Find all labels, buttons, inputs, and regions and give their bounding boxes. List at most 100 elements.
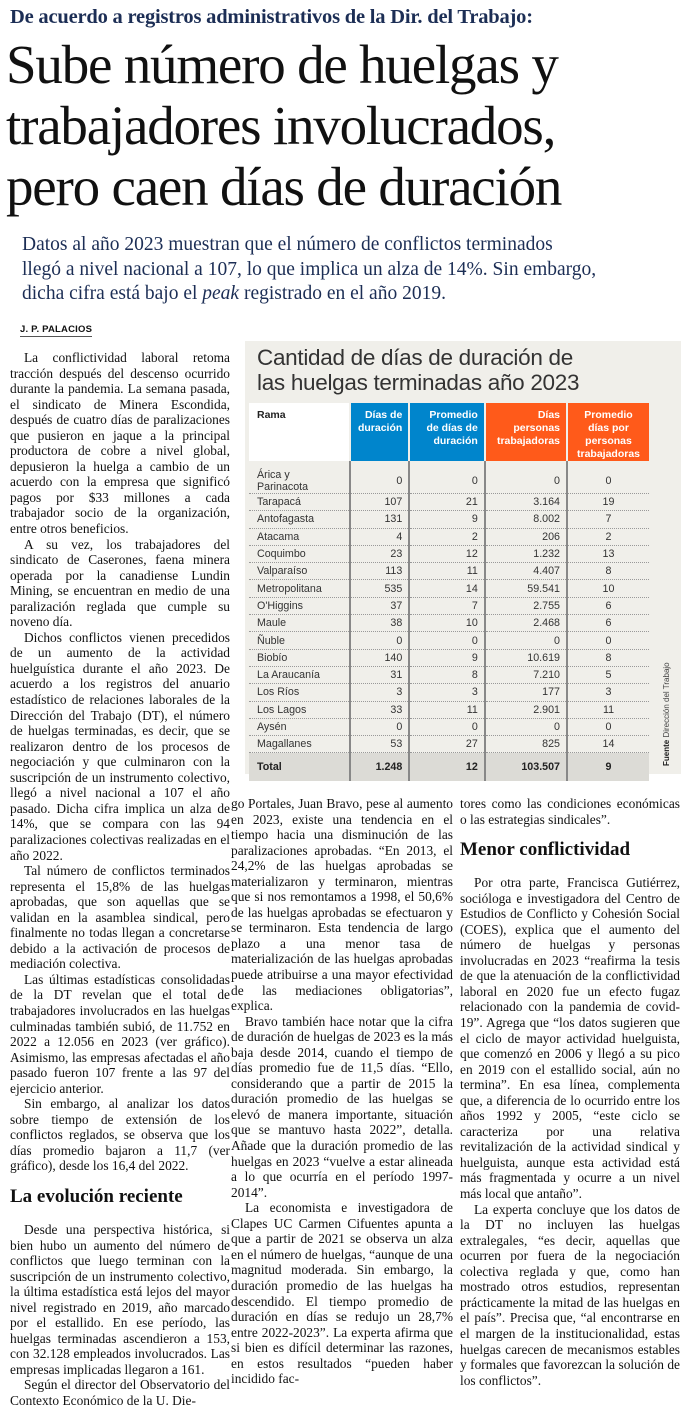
table-cell: 825 <box>483 735 567 754</box>
table-cell: 107 <box>348 493 410 512</box>
table-cell: 3.164 <box>483 493 567 512</box>
table-cell: 7 <box>408 597 485 616</box>
deck-text: registrado en el año 2019. <box>239 283 446 304</box>
table-cell: 12 <box>408 545 485 564</box>
table-cell: 3 <box>566 683 649 702</box>
table-cell: 6 <box>566 614 649 633</box>
table-cell: 103.507 <box>483 752 567 781</box>
table-total-row: Total 1.248 12 103.507 9 <box>249 752 649 781</box>
table-cell: 21 <box>408 493 485 512</box>
table-cell: 38 <box>348 614 410 633</box>
table-row: Biobío 140 9 10.619 8 <box>249 649 649 667</box>
paragraph: tores como las condiciones económicas o … <box>460 796 680 827</box>
table-cell: 19 <box>566 493 649 512</box>
deck: Datos al año 2023 muestran que el número… <box>22 233 677 307</box>
table-cell: 2.755 <box>483 597 567 616</box>
table-cell: 140 <box>348 649 410 667</box>
region-name: Maule <box>249 614 350 633</box>
table-cell: 8 <box>566 562 649 581</box>
source-label: Fuente <box>662 739 671 766</box>
paragraph: La economista e investigadora de Clapes … <box>231 1200 453 1387</box>
table-cell: 206 <box>483 528 567 546</box>
table-cell: 14 <box>566 735 649 754</box>
table-cell: 10 <box>566 579 649 598</box>
article-column-3: tores como las condiciones económicas o … <box>460 796 680 1388</box>
table-row: Maule 38 10 2.468 6 <box>249 614 649 633</box>
column-header: Días personas trabajadoras <box>483 403 567 461</box>
headline-line: trabajadores involucrados, <box>6 95 556 156</box>
table-cell: 0 <box>348 461 410 494</box>
table-row: Atacama 4 2 206 2 <box>249 528 649 546</box>
region-name: La Araucanía <box>249 666 350 685</box>
table-cell: 0 <box>566 718 649 737</box>
infographic-title-line: Cantidad de días de duración de <box>257 345 573 370</box>
table-row: Metropolitana 535 14 59.541 10 <box>249 579 649 598</box>
source-note: Fuente Dirección del Trabajo <box>660 641 672 766</box>
infographic-title: Cantidad de días de duración de las huel… <box>257 345 579 395</box>
table-cell: 0 <box>483 718 567 737</box>
table-cell: 131 <box>348 510 410 529</box>
column-header: Promedio de días de duración <box>408 403 485 461</box>
table-cell: 3 <box>408 683 485 702</box>
table-cell: 2.468 <box>483 614 567 633</box>
region-name: Tarapacá <box>249 493 350 512</box>
table-cell: 59.541 <box>483 579 567 598</box>
table-cell: 14 <box>408 579 485 598</box>
table-cell: 5 <box>566 666 649 685</box>
table-cell: 177 <box>483 683 567 702</box>
table-cell: 8 <box>566 649 649 667</box>
deck-text: dicha cifra está bajo el <box>22 283 203 304</box>
region-name: Aysén <box>249 718 350 737</box>
paragraph: La conflictividad laboral retoma tracció… <box>10 350 230 537</box>
table-row: O'Higgins 37 7 2.755 6 <box>249 597 649 616</box>
table-cell: 0 <box>483 461 567 494</box>
article-column-1: La conflictividad laboral retoma tracció… <box>10 350 230 1409</box>
table-cell: 3 <box>348 683 410 702</box>
table-cell: 31 <box>348 666 410 685</box>
table-cell: 9 <box>566 752 649 781</box>
region-name: Metropolitana <box>249 579 350 598</box>
region-name: Árica y Parinacota <box>249 461 350 494</box>
table-cell: 8.002 <box>483 510 567 529</box>
paragraph: Bravo también hace notar que la cifra de… <box>231 1013 453 1200</box>
paragraph: Las últimas estadísticas consolidadas de… <box>10 971 230 1096</box>
table-cell: 6 <box>566 597 649 616</box>
table-cell: 7 <box>566 510 649 529</box>
table-cell: 0 <box>408 718 485 737</box>
table-cell: 37 <box>348 597 410 616</box>
table-cell: 11 <box>408 562 485 581</box>
table-row: La Araucanía 31 8 7.210 5 <box>249 666 649 685</box>
paragraph: Tal número de conflictos terminados repr… <box>10 863 230 972</box>
table-cell: 11 <box>408 701 485 719</box>
table-cell: 23 <box>348 545 410 564</box>
region-name: Antofagasta <box>249 510 350 529</box>
paragraph: La experta concluye que los datos de la … <box>460 1201 680 1388</box>
table-cell: 12 <box>408 752 485 781</box>
table-cell: 2 <box>408 528 485 546</box>
paragraph: Desde una perspectiva histórica, si bien… <box>10 1221 230 1377</box>
table-row: Ñuble 0 0 0 0 <box>249 631 649 650</box>
region-name: Los Ríos <box>249 683 350 702</box>
infographic: Cantidad de días de duración de las huel… <box>245 341 681 781</box>
paragraph: Según el director del Observatorio del C… <box>10 1377 230 1408</box>
column-header: Rama <box>249 403 350 461</box>
table-cell: 1.232 <box>483 545 567 564</box>
region-name: Biobío <box>249 649 350 667</box>
deck-line: Datos al año 2023 muestran que el número… <box>22 234 553 255</box>
table-cell: 10.619 <box>483 649 567 667</box>
paragraph: A su vez, los trabajadores del sindicato… <box>10 536 230 630</box>
subheading: La evolución reciente <box>10 1185 183 1207</box>
region-name: Los Lagos <box>249 701 350 719</box>
headline: Sube número de huelgas y trabajadores in… <box>6 34 681 217</box>
table-cell: 27 <box>408 735 485 754</box>
paragraph: Por otra parte, Francisca Gutiérrez, soc… <box>460 875 680 1202</box>
subheading: Menor conflictividad <box>460 839 631 861</box>
table-row: Árica y Parinacota 0 0 0 0 <box>249 461 649 494</box>
source-text: Dirección del Trabajo <box>662 662 671 738</box>
table-header-row: Rama Días de duración Promedio de días d… <box>249 403 649 461</box>
infographic-title-line: las huelgas terminadas año 2023 <box>257 370 580 395</box>
region-name: Ñuble <box>249 631 350 650</box>
table-row: Antofagasta 131 9 8.002 7 <box>249 510 649 529</box>
table-row: Los Ríos 3 3 177 3 <box>249 683 649 702</box>
column-header: Promedio días por personas trabajadoras <box>566 403 649 461</box>
